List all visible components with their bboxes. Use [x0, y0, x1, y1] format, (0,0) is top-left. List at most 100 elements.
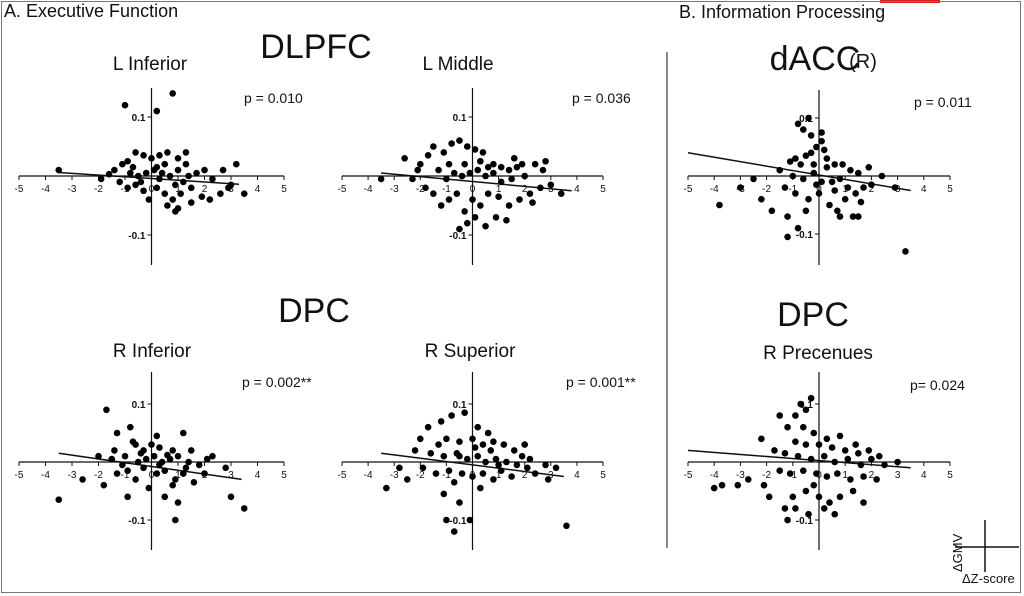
data-point	[132, 149, 139, 156]
data-point	[810, 429, 818, 437]
data-point	[97, 175, 105, 183]
x-tick-label: 5	[281, 470, 287, 481]
data-point	[805, 114, 812, 122]
data-point	[463, 455, 471, 463]
data-point	[831, 161, 839, 168]
data-point	[430, 143, 437, 150]
data-point	[450, 528, 458, 535]
data-point	[403, 476, 411, 483]
data-point	[153, 163, 161, 171]
data-point	[440, 452, 448, 460]
data-point	[828, 178, 836, 186]
data-point	[437, 202, 445, 209]
data-point	[818, 129, 825, 136]
data-point	[95, 452, 102, 460]
scatter-plot-6: -5 -4 -3 -2 -1 0 1 2 3 4 5 0.1 -0.1 R Precenues p= 0.0…	[684, 343, 965, 550]
y-tick-label: 0.1	[453, 400, 467, 411]
x-tick-label: -5	[684, 470, 693, 481]
data-point	[195, 461, 203, 469]
data-point	[424, 152, 432, 159]
data-point	[124, 467, 131, 475]
p-value-annotation: p = 0.010	[244, 90, 303, 106]
data-point	[857, 198, 865, 206]
data-point	[105, 170, 113, 178]
data-point	[497, 467, 505, 475]
data-point	[484, 190, 492, 197]
x-tick-label: -1	[121, 470, 130, 481]
data-point	[891, 184, 899, 191]
data-point	[156, 152, 163, 159]
data-point	[422, 184, 429, 192]
data-point	[792, 155, 799, 162]
data-point	[768, 207, 776, 215]
data-point	[873, 476, 880, 483]
data-point	[492, 455, 500, 463]
data-point	[417, 435, 424, 443]
data-point	[807, 132, 815, 139]
data-point	[492, 214, 500, 221]
x-tick-label: 5	[600, 470, 606, 481]
y-tick-label: 0.1	[799, 400, 813, 411]
data-point	[383, 484, 390, 492]
x-tick-label: 3	[895, 470, 901, 481]
data-point	[784, 423, 791, 431]
data-point	[169, 90, 176, 97]
data-point	[182, 149, 190, 156]
data-point	[119, 461, 126, 469]
data-point	[414, 166, 421, 174]
data-point	[158, 169, 166, 177]
data-point	[820, 452, 828, 460]
data-point	[119, 160, 126, 168]
data-point	[513, 461, 521, 469]
y-tick-label: -0.1	[796, 516, 814, 527]
data-point	[518, 160, 526, 168]
data-point	[145, 196, 153, 203]
data-point	[557, 190, 565, 197]
data-point	[497, 178, 505, 186]
top-accent-bar	[880, 0, 940, 3]
data-point	[487, 447, 495, 454]
data-point	[524, 464, 531, 472]
data-point	[225, 184, 232, 192]
data-point	[805, 195, 812, 203]
data-point	[516, 196, 523, 203]
data-point	[784, 213, 791, 220]
data-point	[209, 175, 216, 183]
data-point	[529, 199, 536, 206]
data-point	[132, 181, 139, 189]
data-point	[802, 207, 810, 215]
data-point	[513, 163, 521, 171]
data-point	[875, 452, 883, 460]
data-point	[206, 196, 214, 203]
x-tick-label: 1	[496, 470, 502, 481]
data-point	[435, 441, 442, 448]
data-point	[765, 493, 773, 501]
data-point	[169, 447, 176, 454]
data-point	[734, 481, 742, 489]
data-point	[815, 441, 823, 448]
data-point	[849, 487, 857, 495]
data-point	[737, 184, 744, 191]
x-tick-label: -1	[788, 184, 797, 195]
data-point	[430, 190, 437, 197]
p-value-annotation: p = 0.011	[914, 94, 972, 110]
data-point	[881, 461, 888, 469]
data-point	[802, 487, 810, 495]
data-point	[456, 438, 463, 446]
data-point	[781, 505, 789, 512]
data-point	[818, 178, 825, 186]
data-point	[103, 406, 110, 414]
data-point	[443, 175, 450, 183]
x-tick-label: -4	[710, 184, 719, 195]
data-point	[127, 423, 134, 431]
data-point	[182, 464, 190, 472]
data-point	[437, 418, 445, 425]
data-point	[823, 473, 831, 480]
data-point	[153, 107, 161, 115]
data-point	[802, 152, 810, 159]
data-point	[750, 175, 757, 183]
data-point	[849, 213, 857, 220]
data-point	[855, 213, 862, 220]
x-tick-label: 3	[228, 184, 234, 195]
